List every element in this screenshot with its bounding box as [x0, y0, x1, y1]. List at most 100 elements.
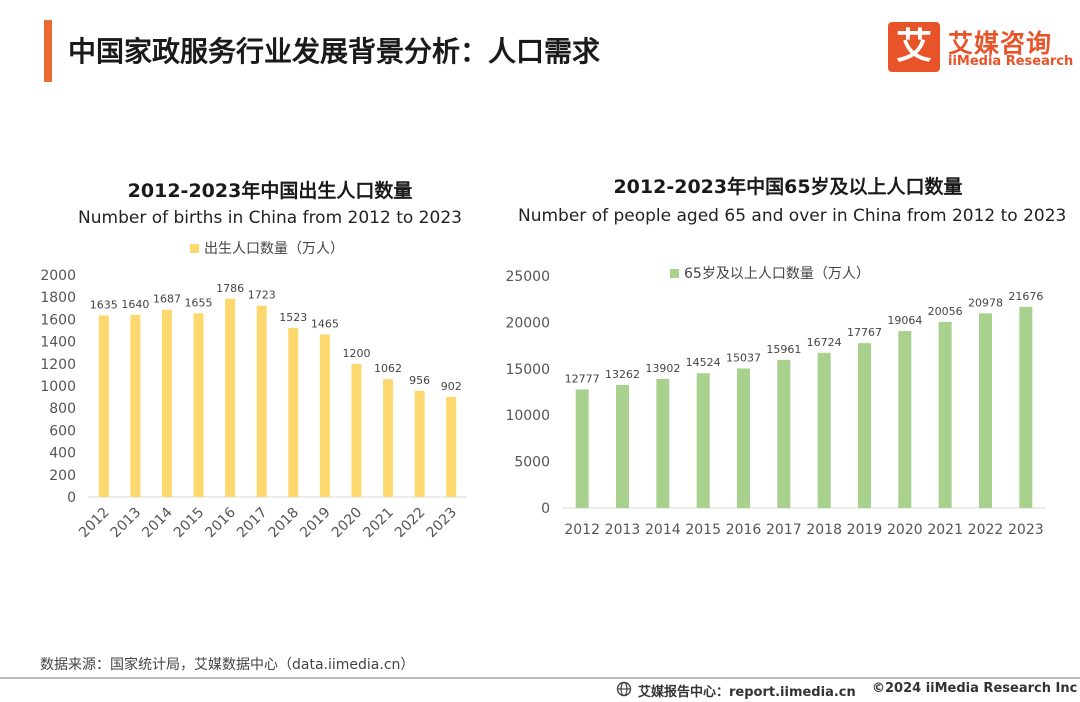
y-tick-label: 25000 [505, 269, 550, 285]
left-legend-label: 出生人口数量（万人） [204, 241, 344, 257]
bar [1019, 306, 1033, 508]
bar [817, 352, 831, 508]
data-label: 13262 [605, 368, 640, 381]
data-label: 1062 [374, 362, 402, 375]
x-tick-label: 2021 [927, 522, 963, 538]
data-label: 1723 [248, 289, 276, 302]
y-tick-label: 200 [49, 468, 76, 484]
data-label: 1523 [279, 311, 307, 324]
y-tick-label: 600 [49, 423, 76, 439]
x-tick-label: 2016 [726, 522, 762, 538]
data-label: 1200 [342, 347, 370, 360]
title-accent-bar [44, 20, 52, 82]
right-legend-label: 65岁及以上人口数量（万人） [684, 266, 870, 282]
left-chart-legend: 出生人口数量（万人） [190, 238, 344, 258]
y-tick-label: 2000 [40, 268, 76, 284]
data-label: 956 [409, 374, 430, 387]
y-tick-label: 1600 [40, 312, 76, 328]
x-tick-label: 2019 [297, 505, 334, 542]
x-tick-label: 2023 [424, 505, 461, 542]
right-chart-title: 2012-2023年中国65岁及以上人口数量 [613, 176, 963, 198]
iimedia-logo: 艾 艾媒咨询 iiMedia Research [888, 22, 1073, 74]
data-source-note: 数据来源：国家统计局，艾媒数据中心（data.iimedia.cn） [40, 657, 415, 673]
bar [98, 315, 109, 497]
left-chart-subtitle: Number of births in China from 2012 to 2… [78, 208, 462, 228]
globe-icon [616, 681, 632, 697]
y-tick-label: 1000 [40, 379, 76, 395]
bar [898, 331, 912, 508]
x-tick-label: 2013 [605, 522, 641, 538]
y-tick-label: 5000 [514, 455, 550, 471]
data-label: 1687 [153, 293, 181, 306]
x-tick-label: 2012 [564, 522, 600, 538]
data-label: 1786 [216, 282, 244, 295]
x-tick-label: 2023 [1008, 522, 1044, 538]
bar [696, 373, 710, 508]
logo-badge [888, 22, 940, 72]
data-label: 20056 [928, 305, 963, 318]
x-tick-label: 2015 [171, 505, 208, 542]
y-tick-label: 20000 [505, 315, 550, 331]
data-label: 21676 [1008, 290, 1043, 303]
bar [737, 368, 750, 508]
data-label: 1640 [121, 298, 149, 311]
x-tick-label: 2015 [685, 522, 721, 538]
bar [351, 363, 362, 497]
bar [130, 314, 141, 497]
bar [383, 379, 394, 497]
data-label: 19064 [887, 314, 922, 327]
right-chart-subtitle: Number of people aged 65 and over in Chi… [518, 206, 1067, 226]
data-label: 15037 [726, 351, 761, 364]
data-label: 1655 [185, 296, 213, 309]
bar [979, 313, 992, 508]
elderly-bar-chart: 0 5000 10000 15000 20000 25000 12777 2012 13262 2… [505, 269, 1046, 538]
logo-badge-char: 艾 [895, 26, 932, 67]
data-label: 1635 [90, 299, 118, 312]
footer-copyright: ©2024 iiMedia Research Inc [872, 681, 1078, 696]
bar [256, 305, 267, 497]
bar [446, 396, 457, 497]
y-tick-label: 1800 [40, 290, 76, 306]
data-label: 12777 [565, 372, 600, 385]
data-label: 902 [441, 380, 462, 393]
x-tick-label: 2018 [266, 505, 303, 542]
x-tick-label: 2019 [847, 522, 883, 538]
bar [161, 309, 172, 497]
footer-report-link[interactable]: 艾媒报告中心：report.iimedia.cn [638, 685, 856, 700]
bar [777, 359, 791, 508]
x-tick-label: 2020 [329, 505, 366, 542]
right-chart-legend: 65岁及以上人口数量（万人） [670, 263, 870, 283]
data-label: 15961 [766, 343, 801, 356]
x-tick-label: 2022 [392, 505, 429, 542]
x-tick-label: 2012 [76, 505, 113, 542]
legend-swatch [190, 243, 199, 253]
x-tick-label: 2016 [202, 504, 239, 541]
left-chart-title: 2012-2023年中国出生人口数量 [127, 180, 413, 202]
logo-en-text: iiMedia Research [948, 54, 1074, 69]
y-tick-label: 15000 [505, 362, 550, 378]
births-bar-chart: 0 200 400 600 800 1000 1200 1400 1600 1800 2000 163… [40, 268, 467, 542]
bar [193, 313, 204, 497]
x-tick-label: 2018 [806, 522, 842, 538]
page-title: 中国家政服务行业发展背景分析：人口需求 [68, 35, 601, 68]
y-tick-label: 400 [49, 446, 76, 462]
x-tick-label: 2013 [108, 505, 145, 542]
x-tick-label: 2021 [360, 505, 397, 542]
bar [225, 298, 236, 497]
data-label: 1465 [311, 317, 339, 330]
logo-cn-text: 艾媒咨询 [948, 29, 1053, 58]
data-label: 17767 [847, 326, 882, 339]
y-tick-label: 1200 [40, 357, 76, 373]
bar [319, 334, 330, 497]
x-tick-label: 2020 [887, 522, 923, 538]
bar [858, 343, 871, 508]
y-tick-label: 0 [541, 501, 550, 517]
bar [288, 327, 299, 497]
footer-divider [0, 677, 1080, 679]
data-label: 20978 [968, 296, 1003, 309]
bar [616, 384, 629, 508]
x-tick-label: 2017 [766, 522, 802, 538]
bar [656, 378, 670, 508]
data-label: 16724 [807, 336, 842, 349]
x-tick-label: 2014 [139, 504, 176, 541]
